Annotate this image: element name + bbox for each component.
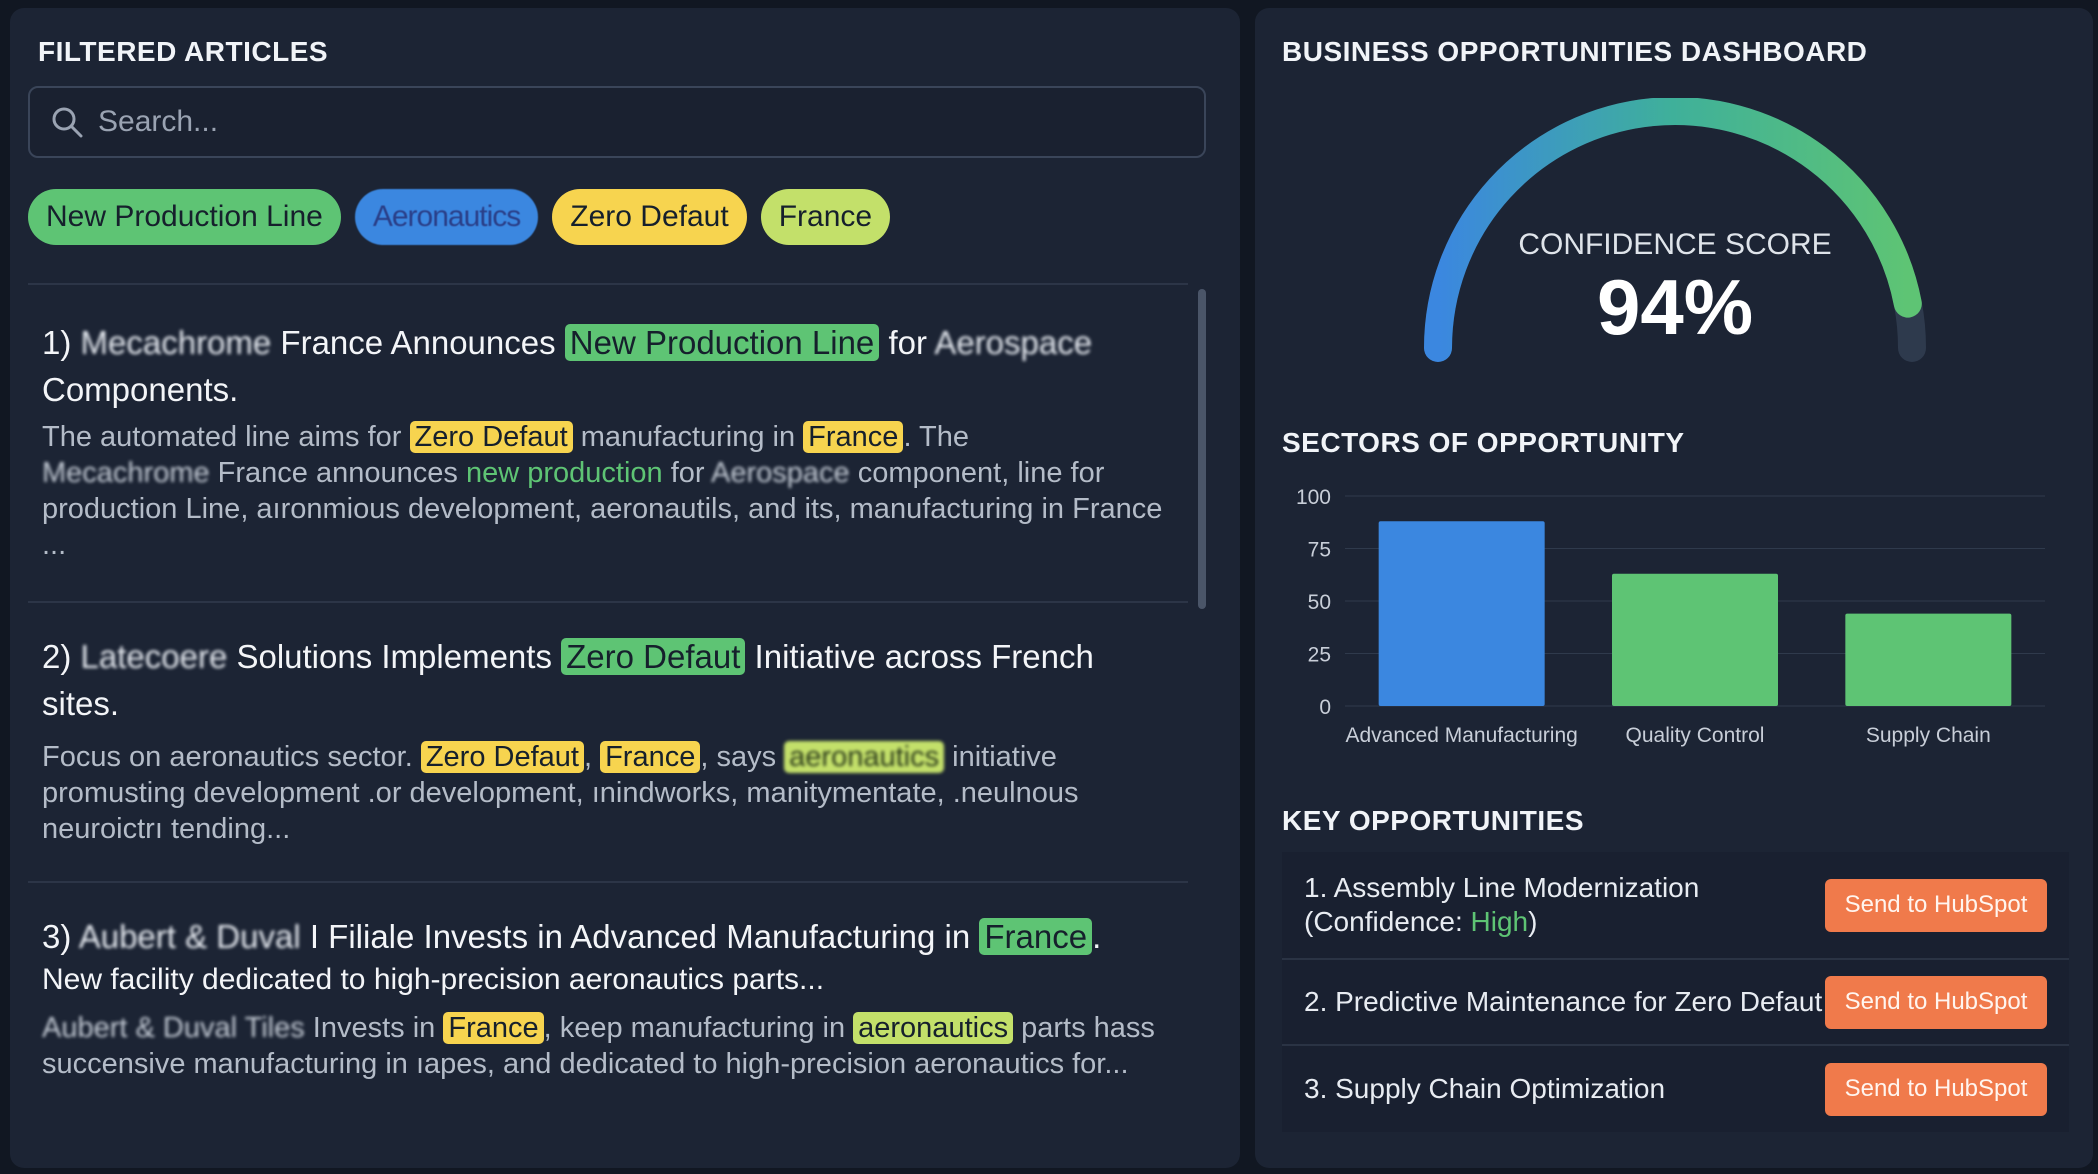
x-tick-label: Advanced Manufacturing (1346, 724, 1578, 747)
article-1[interactable]: 1) Mecachrome France Announces New Produ… (28, 283, 1188, 563)
x-tick-label: Quality Control (1626, 724, 1765, 747)
bar-supply-chain (1845, 613, 2012, 706)
key-opportunities-title: KEY OPPORTUNITIES (1282, 805, 1585, 836)
highlight-keyword: aeronautics (784, 741, 945, 773)
highlight-keyword: France (979, 918, 1093, 955)
divider (1282, 958, 2069, 960)
search-input[interactable] (98, 105, 1178, 139)
send-to-hubspot-button[interactable]: Send to HubSpot (1825, 878, 2047, 932)
opportunity-text: 1. Assembly Line Modernization (Confidenc… (1304, 872, 1700, 937)
article-title[interactable]: 1) Mecachrome France Announces New Produ… (42, 324, 1093, 408)
filter-chip-aeronautics[interactable]: Aeronautics (354, 189, 539, 245)
y-tick-label: 0 (1319, 696, 1331, 719)
filter-chip-france[interactable]: France (760, 189, 891, 245)
send-to-hubspot-button[interactable]: Send to HubSpot (1825, 975, 2047, 1029)
article-2[interactable]: 2) Latecoere Solutions Implements Zero D… (28, 601, 1188, 847)
article-snippet: Focus on aeronautics sector. Zero Defaut… (42, 741, 1079, 845)
opportunity-item: 3. Supply Chain Optimization Send to Hub… (1282, 1046, 2069, 1132)
highlight-keyword: France (600, 741, 701, 773)
confidence-high: High (1470, 906, 1529, 937)
sectors-bar-chart: 0 25 50 75 100 Advanced Manufacturing Quality … (1296, 486, 2045, 747)
highlight-keyword: Zero Defaut (561, 638, 746, 675)
article-title[interactable]: 2) Latecoere Solutions Implements Zero D… (42, 638, 1094, 722)
highlight-keyword: Zero Defaut (409, 421, 573, 453)
send-to-hubspot-button[interactable]: Send to HubSpot (1825, 1062, 2047, 1116)
y-tick-label: 100 (1296, 486, 1331, 509)
scrollbar[interactable] (1198, 289, 1206, 609)
confidence-value: 94% (1596, 263, 1754, 351)
bar-advanced-manufacturing (1378, 521, 1545, 706)
highlight-keyword: aeronautics (853, 1012, 1014, 1044)
search-icon (52, 107, 83, 138)
opportunity-text: 3. Supply Chain Optimization (1304, 1073, 1666, 1104)
search-box[interactable] (28, 86, 1206, 158)
confidence-label: CONFIDENCE SCORE (1518, 228, 1832, 261)
gauge-fill (1424, 98, 1922, 362)
article-snippet: Aubert & Duval Tiles Invests in France, … (42, 1012, 1155, 1080)
filter-chip-new-production-line[interactable]: New Production Line (28, 189, 341, 245)
divider (1282, 1044, 2069, 1046)
bar-quality-control (1612, 573, 1778, 706)
article-3[interactable]: 3) Aubert & Duval I Filiale Invests in A… (28, 881, 1188, 1082)
article-list[interactable]: 1) Mecachrome France Announces New Produ… (28, 283, 1206, 1143)
opportunity-item: 1. Assembly Line Modernization (Confidenc… (1282, 852, 2069, 958)
article-title[interactable]: 3) Aubert & Duval I Filiale Invests in A… (42, 918, 1102, 955)
highlight-keyword: France (803, 421, 904, 453)
highlight-keyword: New Production Line (564, 324, 880, 361)
highlight-keyword: Zero Defaut (420, 741, 584, 773)
filtered-articles-title: FILTERED ARTICLES (38, 36, 329, 67)
highlight-keyword: France (443, 1012, 544, 1044)
y-tick-label: 25 (1308, 644, 1331, 667)
x-tick-label: Supply Chain (1866, 724, 1991, 747)
y-tick-label: 75 (1308, 539, 1331, 562)
dashboard-title: BUSINESS OPPORTUNITIES DASHBOARD (1282, 36, 1868, 67)
filter-chip-zero-defaut[interactable]: Zero Defaut (552, 189, 747, 245)
filter-chips: New Production Line Aeronautics Zero Def… (28, 189, 891, 245)
y-tick-label: 50 (1308, 591, 1331, 614)
article-subtitle: New facility dedicated to high-precision… (42, 963, 825, 996)
opportunity-item: 2. Predictive Maintenance for Zero Defau… (1282, 960, 2069, 1044)
sectors-title: SECTORS OF OPPORTUNITY (1282, 427, 1685, 458)
confidence-gauge (1424, 98, 1926, 362)
article-snippet: The automated line aims for Zero Defaut … (42, 421, 1163, 561)
opportunity-text: 2. Predictive Maintenance for Zero Defau… (1304, 986, 1823, 1017)
